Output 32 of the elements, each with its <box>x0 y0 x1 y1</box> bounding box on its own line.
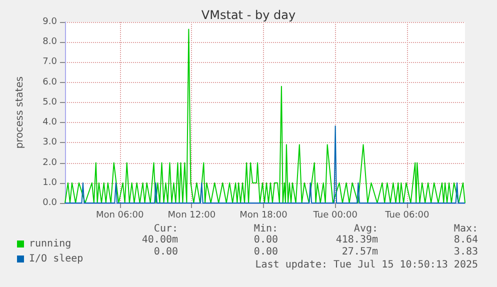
text: Last update: Tue Jul 15 10:50:13 2025 <box>255 260 478 270</box>
y-tick-label: 6.0 <box>42 77 58 88</box>
text: 0.00 <box>254 246 278 258</box>
legend-label: running <box>29 238 72 250</box>
text: 418.39m <box>336 234 378 246</box>
text: Avg: <box>354 224 378 234</box>
text: 3.83 <box>454 246 478 258</box>
text: Min: <box>254 224 278 234</box>
y-axis-title: process states <box>14 76 26 149</box>
text: Max: <box>454 224 478 234</box>
legend-label: I/O sleep <box>29 254 84 264</box>
y-tick-label: 0.0 <box>42 198 58 208</box>
text: Cur: <box>154 224 178 234</box>
text: 40.00m <box>142 234 178 246</box>
x-tick-label: Mon 12:00 <box>168 210 216 220</box>
text: 0.00 <box>254 234 278 246</box>
y-tick-label: 2.0 <box>42 158 58 168</box>
y-tick-label: 1.0 <box>42 178 58 188</box>
text: 0.00 <box>154 246 178 258</box>
x-tick-label: Tue 06:00 <box>384 210 430 220</box>
text: 8.64 <box>454 234 478 246</box>
chart-title: VMstat - by day <box>201 8 296 22</box>
y-tick-label: 4.0 <box>42 118 58 128</box>
x-tick-label: Tue 00:00 <box>312 210 358 220</box>
y-tick-label: 5.0 <box>42 97 58 108</box>
y-tick-label: 3.0 <box>42 138 58 148</box>
x-tick-label: Mon 06:00 <box>96 210 144 220</box>
y-tick-label: 7.0 <box>42 57 58 68</box>
y-tick-label: 8.0 <box>42 37 58 48</box>
x-tick-label: Mon 18:00 <box>240 210 288 220</box>
text: 27.57m <box>342 246 378 258</box>
y-tick-label: 9.0 <box>42 17 58 27</box>
